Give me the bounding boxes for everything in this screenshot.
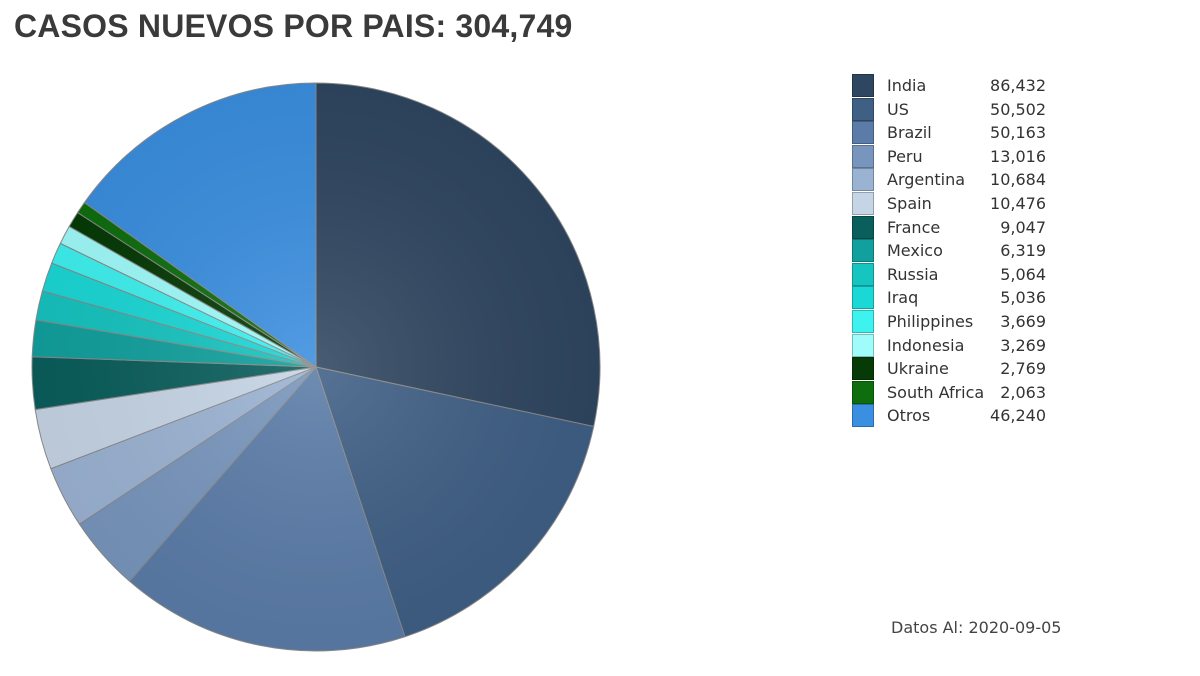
legend-swatch [852, 380, 874, 404]
legend-item: Spain 10,476 [852, 191, 1082, 216]
legend-swatch [852, 74, 874, 97]
legend-value: 13,016 [990, 146, 1046, 166]
legend-item: Iraq 5,036 [852, 286, 1082, 310]
legend-value: 86,432 [990, 76, 1046, 95]
legend-swatch [852, 262, 874, 286]
legend-label: Peru [887, 146, 923, 166]
legend-label: Spain [887, 193, 932, 213]
legend-value: 50,502 [990, 99, 1046, 119]
legend-value: 5,064 [1000, 264, 1046, 284]
legend-label: Mexico [887, 241, 943, 261]
legend-swatch [852, 404, 874, 428]
legend-swatch [852, 97, 874, 121]
chart-title: CASOS NUEVOS POR PAIS: 304,749 [14, 8, 573, 44]
legend-label: Brazil [887, 123, 932, 143]
footer-date: 2020-09-05 [968, 618, 1062, 637]
pie-chart [31, 82, 601, 652]
legend-label: Philippines [887, 311, 974, 331]
legend-label: Argentina [887, 170, 966, 190]
legend: India 86,432 US 50,502 Brazil 50,163 Peru 13,01… [852, 74, 1082, 428]
pie-slice [315, 82, 601, 428]
legend-value: 50,163 [990, 123, 1046, 143]
legend-label: Ukraine [887, 359, 949, 379]
legend-label: US [887, 99, 909, 119]
legend-swatch [852, 168, 874, 192]
legend-swatch [852, 121, 874, 145]
legend-swatch [852, 357, 874, 381]
legend-value: 3,669 [1000, 311, 1046, 331]
legend-value: 2,063 [1000, 382, 1046, 402]
legend-item: US 50,502 [852, 97, 1082, 122]
legend-item: Peru 13,016 [852, 144, 1082, 169]
pie-slices [31, 82, 601, 652]
legend-value: 6,319 [1000, 241, 1046, 261]
legend-value: 9,047 [1000, 217, 1046, 237]
legend-label: India [887, 76, 927, 95]
legend-swatch [852, 215, 874, 239]
legend-item: Brazil 50,163 [852, 121, 1082, 145]
legend-label: Russia [887, 264, 939, 284]
legend-label: South Africa [887, 382, 985, 402]
legend-item: Mexico 6,319 [852, 239, 1082, 263]
legend-value: 46,240 [990, 406, 1046, 426]
legend-swatch [852, 286, 874, 310]
legend-item: Russia 5,064 [852, 262, 1082, 287]
legend-label: Iraq [887, 288, 919, 308]
legend-item: India 86,432 [852, 74, 1082, 98]
legend-value: 2,769 [1000, 359, 1046, 379]
legend-label: Indonesia [887, 335, 965, 355]
legend-item: Indonesia 3,269 [852, 333, 1082, 358]
legend-value: 10,684 [990, 170, 1046, 190]
legend-value: 10,476 [990, 193, 1046, 213]
legend-swatch [852, 144, 874, 168]
legend-swatch [852, 309, 874, 333]
footer-label: Datos Al: [891, 618, 964, 637]
legend-swatch [852, 239, 874, 263]
legend-item: Philippines 3,669 [852, 309, 1082, 334]
legend-swatch [852, 333, 874, 357]
legend-item: Otros 46,240 [852, 404, 1082, 428]
legend-item: Argentina 10,684 [852, 168, 1082, 192]
legend-value: 3,269 [1000, 335, 1046, 355]
legend-swatch [852, 191, 874, 215]
data-date-footer: Datos Al: 2020-09-05 [891, 618, 1061, 637]
legend-item: Ukraine 2,769 [852, 357, 1082, 381]
legend-label: France [887, 217, 941, 237]
legend-value: 5,036 [1000, 288, 1046, 308]
legend-item: South Africa 2,063 [852, 380, 1082, 405]
legend-label: Otros [887, 406, 931, 426]
legend-item: France 9,047 [852, 215, 1082, 240]
